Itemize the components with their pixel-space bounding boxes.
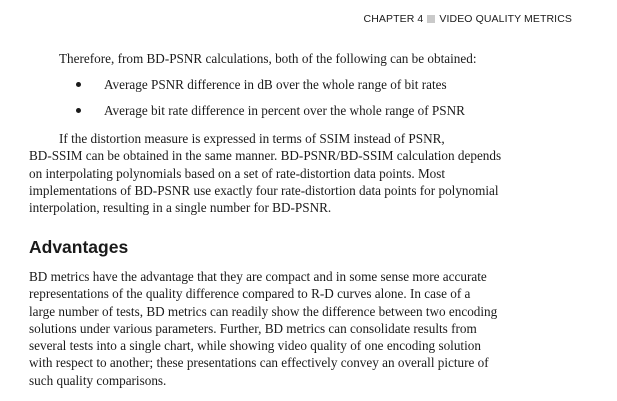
chapter-label: CHAPTER 4	[363, 13, 424, 25]
paragraph-line: on interpolating polynomials based on a …	[29, 165, 446, 181]
section-heading: Advantages	[29, 237, 129, 257]
paragraph-line: If the distortion measure is expressed i…	[59, 131, 445, 146]
bullet-text: Average PSNR difference in dB over the w…	[104, 77, 447, 92]
paragraph-line: interpolation, resulting in a single num…	[29, 200, 332, 216]
paragraph-line: BD metrics have the advantage that they …	[29, 269, 487, 284]
paragraph-line: representations of the quality differenc…	[29, 286, 471, 302]
paragraph-line: such quality comparisons.	[29, 372, 167, 388]
intro-paragraph: Therefore, from BD-PSNR calculations, bo…	[59, 51, 477, 66]
advantages-paragraph: BD metrics have the advantage that they …	[29, 268, 589, 389]
paragraph-line: with respect to another; these presentat…	[29, 355, 489, 371]
paragraph-line: large number of tests, BD metrics can re…	[29, 303, 498, 319]
bullet-text: Average bit rate difference in percent o…	[104, 103, 465, 118]
header-separator-square	[427, 15, 436, 23]
bullet-icon	[76, 108, 81, 113]
paragraph-line: several tests into a single chart, while…	[29, 338, 481, 354]
running-header: CHAPTER 4 VIDEO QUALITY METRICS	[364, 13, 572, 25]
ssim-paragraph: If the distortion measure is expressed i…	[29, 130, 589, 216]
section-label: VIDEO QUALITY METRICS	[439, 13, 572, 25]
paragraph-line: BD-SSIM can be obtained in the same mann…	[29, 148, 502, 164]
bullet-icon	[76, 82, 81, 87]
paragraph-line: implementations of BD-PSNR use exactly f…	[29, 182, 499, 198]
paragraph-line: solutions under various parameters. Furt…	[29, 320, 477, 336]
